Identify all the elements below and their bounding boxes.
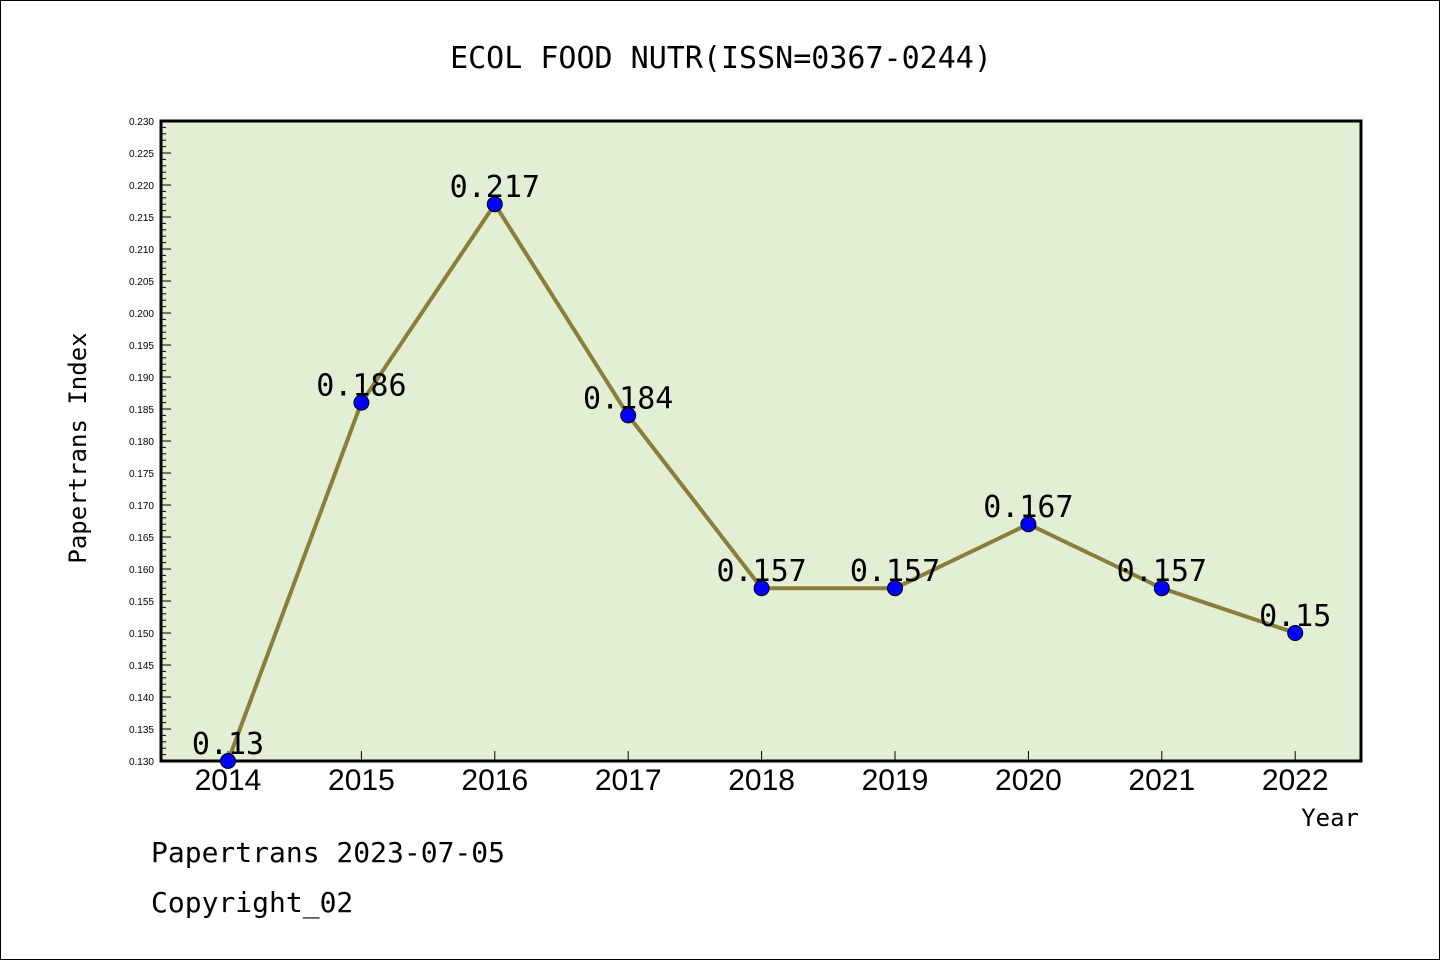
data-point — [353, 394, 370, 411]
plot-area — [159, 119, 1363, 763]
y-tick-label: 0.205 — [129, 277, 154, 288]
data-point — [220, 753, 236, 769]
y-tick-label: 0.230 — [129, 117, 154, 128]
y-tick-label: 0.165 — [129, 533, 154, 544]
y-tick-label: 0.190 — [129, 373, 154, 384]
y-tick-label: 0.130 — [129, 757, 154, 768]
data-point — [753, 580, 770, 597]
data-label: 0.157 — [1117, 554, 1207, 589]
y-axis-ticks: 0.130 0.135 0.140 0.145 0.150 0.155 0.160 0.165… — [129, 117, 171, 768]
x-tick-label: 2015 — [328, 764, 395, 797]
x-tick-label: 2020 — [995, 764, 1062, 797]
y-tick-label: 0.170 — [129, 501, 154, 512]
data-label: 0.157 — [716, 554, 806, 589]
y-tick-label: 0.155 — [129, 597, 154, 608]
data-point — [620, 407, 637, 424]
x-tick-label: 2019 — [862, 764, 929, 797]
x-axis-label: Year — [1301, 804, 1359, 832]
x-tick-label: 2017 — [595, 764, 662, 797]
data-label: 0.167 — [983, 490, 1073, 525]
x-axis-ticks: 2014 2015 2016 2017 2018 2019 2020 2021 2022 — [195, 751, 1329, 797]
footer-date: Papertrans 2023-07-05 — [151, 836, 506, 869]
x-tick-label: 2016 — [461, 764, 528, 797]
data-point — [1020, 516, 1037, 533]
footer-copyright: Copyright_02 — [151, 886, 354, 919]
x-tick-label: 2022 — [1262, 764, 1329, 797]
x-tick-label: 2018 — [728, 764, 795, 797]
x-tick-label: 2021 — [1128, 764, 1195, 797]
data-point — [887, 580, 903, 597]
x-tick-label: 2014 — [195, 764, 262, 797]
y-tick-label: 0.175 — [129, 469, 154, 480]
y-tick-label: 0.150 — [129, 629, 154, 640]
y-tick-label: 0.195 — [129, 341, 154, 352]
chart-title: ECOL FOOD NUTR(ISSN=0367-0244) — [450, 41, 992, 76]
data-label: 0.186 — [316, 369, 406, 404]
y-tick-label: 0.160 — [129, 565, 154, 576]
y-tick-label: 0.200 — [129, 309, 154, 320]
data-label: 0.157 — [850, 554, 940, 589]
y-tick-label: 0.145 — [129, 661, 154, 672]
y-tick-label: 0.220 — [129, 181, 154, 192]
y-tick-label: 0.215 — [129, 213, 154, 224]
y-axis-label: Papertrans Index — [64, 332, 92, 563]
data-point — [1153, 580, 1170, 597]
data-point — [486, 196, 503, 213]
y-tick-label: 0.225 — [129, 149, 154, 160]
data-label: 0.13 — [192, 727, 264, 762]
y-tick-label: 0.210 — [129, 245, 154, 256]
y-tick-label: 0.135 — [129, 725, 154, 736]
y-tick-label: 0.185 — [129, 405, 154, 416]
data-label: 0.184 — [583, 381, 673, 416]
y-tick-label: 0.180 — [129, 437, 154, 448]
data-label: 0.15 — [1259, 599, 1331, 634]
series-group: 0.13 0.186 0.217 0.184 0.157 0.157 0.167 0.157 0… — [192, 170, 1331, 769]
data-label: 0.217 — [450, 170, 540, 205]
data-point — [1287, 625, 1304, 641]
y-tick-label: 0.140 — [129, 693, 154, 704]
